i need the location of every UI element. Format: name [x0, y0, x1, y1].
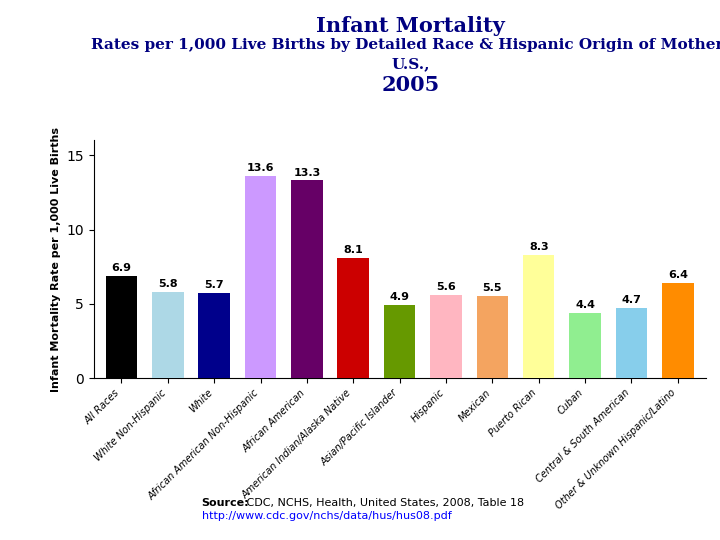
Text: 13.6: 13.6 [247, 163, 274, 173]
Bar [245, 176, 276, 378]
Bar [199, 293, 230, 378]
Bar [152, 292, 184, 378]
Bar [477, 296, 508, 378]
Bar [523, 255, 554, 378]
Bar [662, 283, 693, 378]
Bar [106, 275, 138, 378]
Text: 2005: 2005 [382, 75, 439, 94]
Text: 5.8: 5.8 [158, 279, 178, 289]
Text: CDC, NCHS, Health, United States, 2008, Table 18: CDC, NCHS, Health, United States, 2008, … [243, 497, 524, 508]
Bar [616, 308, 647, 378]
Bar [384, 305, 415, 378]
Text: Infant Mortality: Infant Mortality [316, 16, 505, 36]
Text: 6.9: 6.9 [112, 262, 132, 273]
Text: 4.4: 4.4 [575, 300, 595, 309]
Text: 13.3: 13.3 [293, 167, 320, 178]
Text: 6.4: 6.4 [667, 270, 688, 280]
Bar [570, 313, 600, 378]
Y-axis label: Infant Mortality Rate per 1,000 Live Births: Infant Mortality Rate per 1,000 Live Bir… [50, 127, 60, 392]
Text: Source:: Source: [202, 497, 249, 508]
Bar [338, 258, 369, 378]
Text: 8.1: 8.1 [343, 245, 363, 255]
Text: 8.3: 8.3 [529, 242, 549, 252]
Bar [291, 180, 323, 378]
Text: 5.6: 5.6 [436, 282, 456, 292]
Text: http://www.cdc.gov/nchs/data/hus/hus08.pdf: http://www.cdc.gov/nchs/data/hus/hus08.p… [202, 511, 451, 521]
Text: 5.5: 5.5 [482, 284, 502, 293]
Text: 4.9: 4.9 [390, 292, 410, 302]
Text: 4.7: 4.7 [621, 295, 642, 305]
Text: Rates per 1,000 Live Births by Detailed Race & Hispanic Origin of Mother:: Rates per 1,000 Live Births by Detailed … [91, 38, 720, 52]
Text: 5.7: 5.7 [204, 280, 224, 291]
Text: U.S.,: U.S., [391, 57, 430, 71]
Bar [431, 295, 462, 378]
